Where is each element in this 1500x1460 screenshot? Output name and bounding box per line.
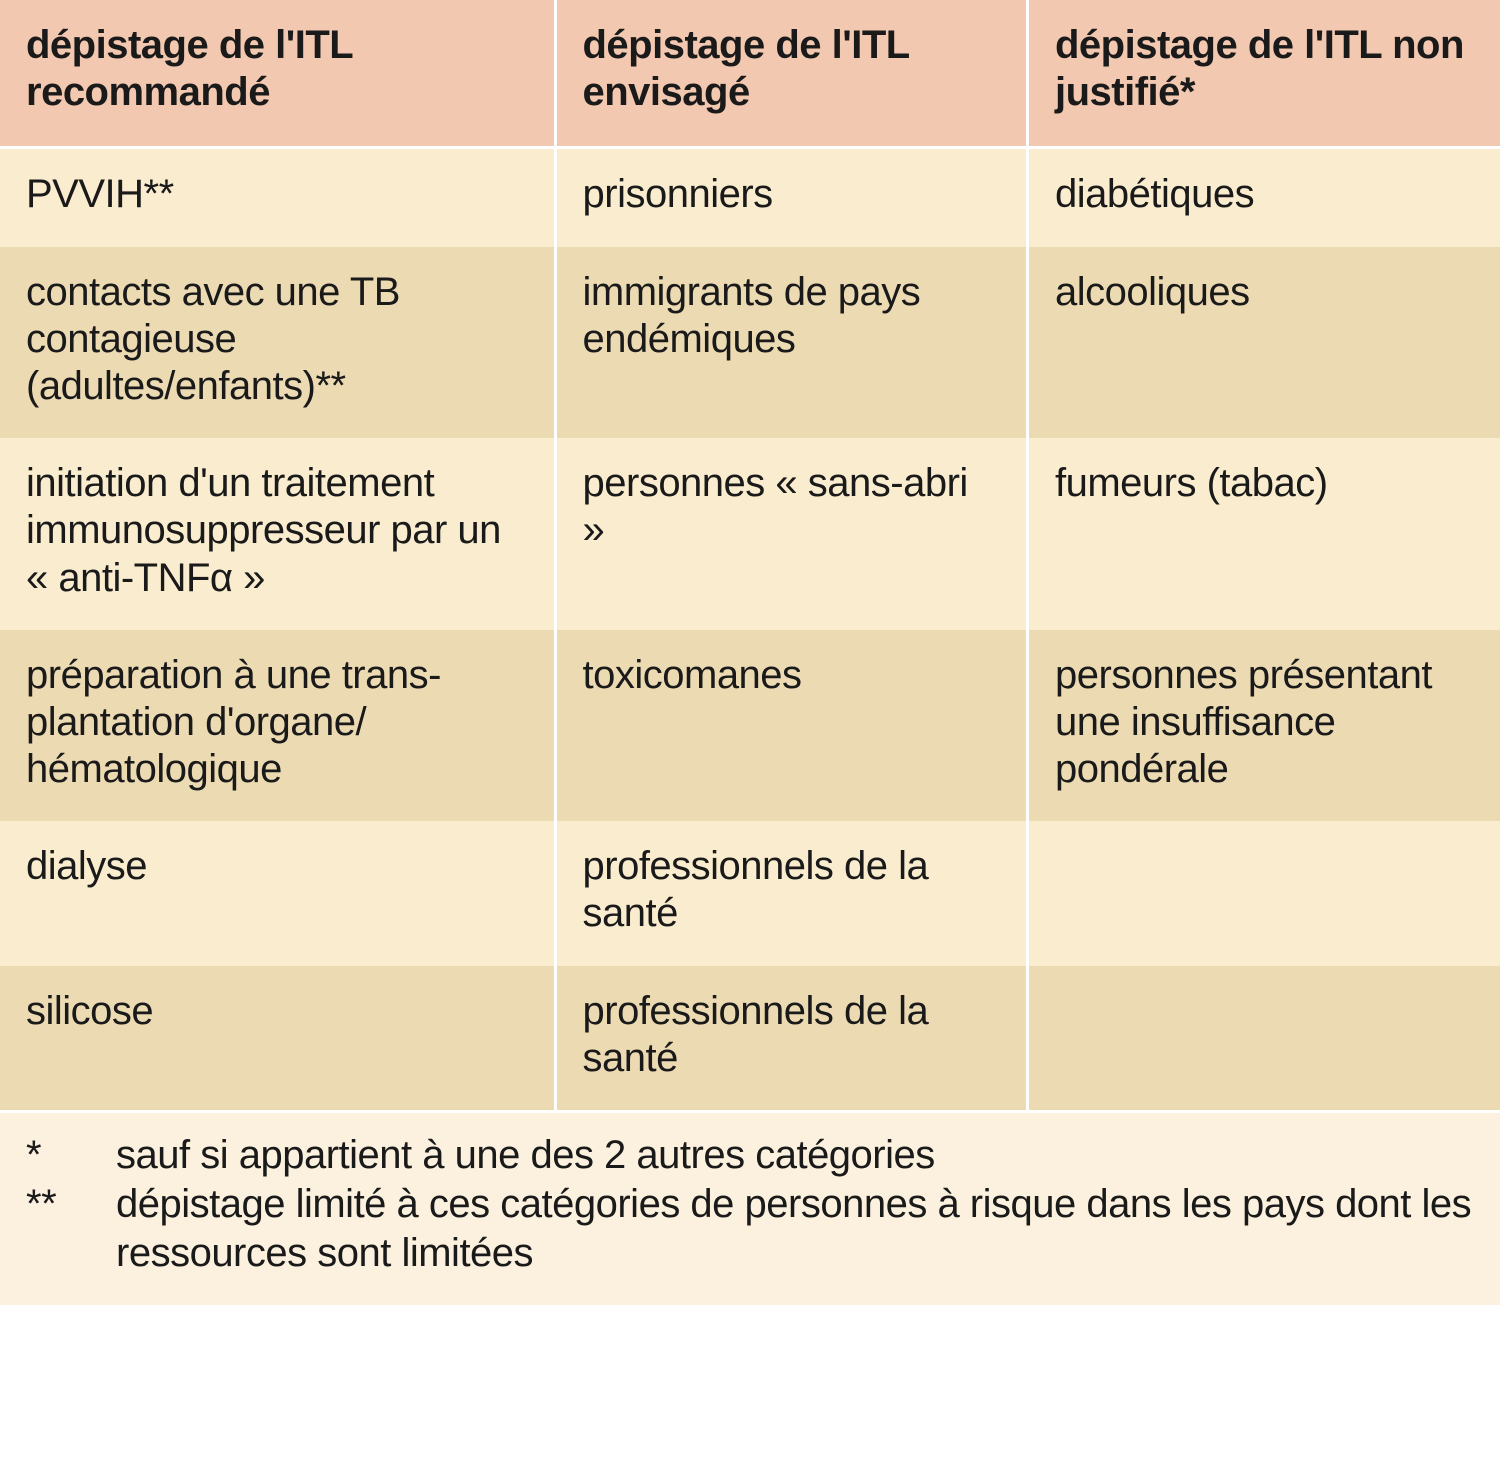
table-header-row: dépistage de l'ITL recommandé dépistage … [0,0,1500,148]
cell: immigrants de pays endémiques [555,247,1028,439]
table-row: préparation à une trans-plantation d'org… [0,630,1500,822]
cell: professionnels de la santé [555,821,1028,965]
cell: initiation d'un traitement immunosuppres… [0,438,555,630]
footnote-text: sauf si appartient à une des 2 autres ca… [116,1131,1474,1180]
footnote-text: dépistage limité à ces catégories de per… [116,1180,1474,1278]
footnote-mark: * [26,1131,116,1180]
cell: PVVIH** [0,148,555,247]
itl-screening-table-container: dépistage de l'ITL recommandé dépistage … [0,0,1500,1305]
cell: contacts avec une TB contagieuse (adulte… [0,247,555,439]
table-row: dialyse professionnels de la santé [0,821,1500,965]
table-row: initiation d'un traitement immunosuppres… [0,438,1500,630]
itl-screening-table: dépistage de l'ITL recommandé dépistage … [0,0,1500,1110]
table-row: contacts avec une TB contagieuse (adulte… [0,247,1500,439]
cell: fumeurs (tabac) [1028,438,1500,630]
cell: prisonniers [555,148,1028,247]
cell [1028,966,1500,1110]
col-header-unjustified: dépistage de l'ITL non justifié* [1028,0,1500,148]
cell: alcooliques [1028,247,1500,439]
footnote: ** dépistage limité à ces catégories de … [26,1180,1474,1278]
cell: personnes « sans-abri » [555,438,1028,630]
col-header-considered: dépistage de l'ITL envisagé [555,0,1028,148]
footnote: * sauf si appartient à une des 2 autres … [26,1131,1474,1180]
cell: diabétiques [1028,148,1500,247]
footnotes: * sauf si appartient à une des 2 autres … [0,1110,1500,1305]
cell: silicose [0,966,555,1110]
cell: dialyse [0,821,555,965]
cell: préparation à une trans-plantation d'org… [0,630,555,822]
col-header-recommended: dépistage de l'ITL recommandé [0,0,555,148]
footnote-mark: ** [26,1180,116,1278]
table-row: PVVIH** prisonniers diabétiques [0,148,1500,247]
cell: personnes présentant une insuffisance po… [1028,630,1500,822]
cell: professionnels de la santé [555,966,1028,1110]
cell: toxicomanes [555,630,1028,822]
cell [1028,821,1500,965]
table-row: silicose professionnels de la santé [0,966,1500,1110]
